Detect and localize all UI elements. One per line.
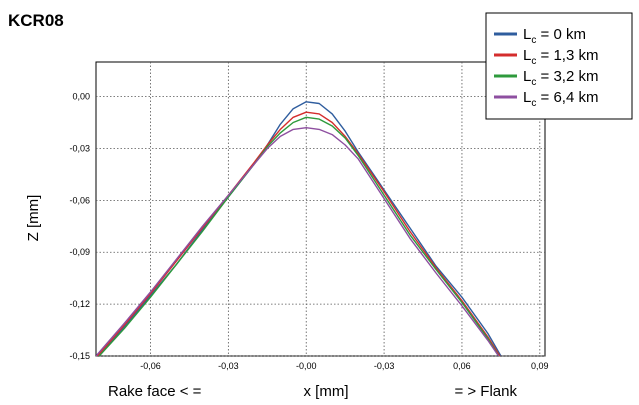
series-line — [98, 116, 500, 356]
legend-label: Lc = 1,3 km — [523, 47, 598, 67]
x-tick-labels: -0,06 -0,03 -0,00 -0,03 0,06 0,09 — [140, 361, 548, 371]
legend-label: Lc = 6,4 km — [523, 89, 598, 109]
y-tick-label: -0,12 — [69, 299, 90, 309]
chart-title: KCR08 — [8, 11, 64, 30]
grid-lines — [96, 62, 545, 357]
y-tick-label: -0,15 — [69, 351, 90, 361]
y-tick-label: 0,00 — [72, 92, 90, 102]
x-tick-label: 0,06 — [453, 361, 471, 371]
legend-label: Lc = 0 km — [523, 26, 586, 46]
y-tick-label: -0,03 — [69, 143, 90, 153]
x-tick-label: -0,00 — [296, 361, 317, 371]
x-tick-label: -0,06 — [140, 361, 161, 371]
x-tick-label: 0,09 — [531, 361, 549, 371]
x-axis-label-rake: Rake face < = — [108, 383, 202, 400]
x-tick-label: -0,03 — [218, 361, 239, 371]
y-tick-label: -0,06 — [69, 195, 90, 205]
x-tick-label: -0,03 — [374, 361, 395, 371]
x-axis-label-flank: = > Flank — [454, 383, 517, 400]
x-axis-label: x [mm] — [304, 383, 349, 400]
series-line — [96, 111, 501, 356]
legend-label: Lc = 3,2 km — [523, 68, 598, 88]
plot-area — [95, 61, 546, 357]
legend-box — [485, 12, 633, 120]
series-lines — [96, 101, 502, 356]
y-tick-labels: 0,00 -0,03 -0,06 -0,09 -0,12 -0,15 — [69, 92, 90, 361]
y-axis-label: Z [mm] — [25, 195, 42, 242]
series-line — [96, 126, 500, 356]
y-tick-label: -0,09 — [69, 247, 90, 257]
